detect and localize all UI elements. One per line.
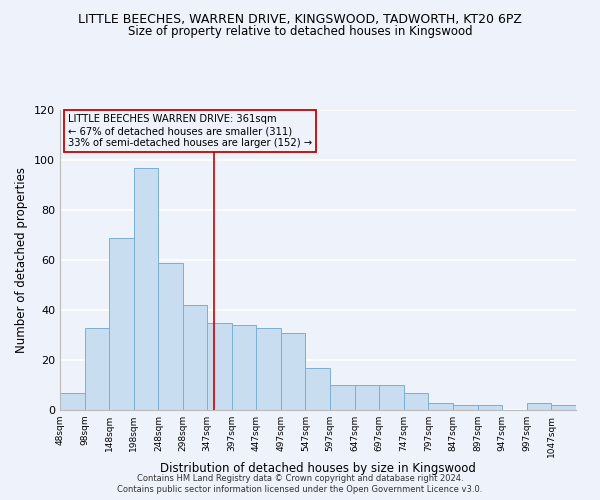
- Bar: [478, 405, 502, 410]
- Y-axis label: Number of detached properties: Number of detached properties: [16, 167, 28, 353]
- Bar: [355, 385, 379, 410]
- Bar: [305, 368, 330, 410]
- Text: LITTLE BEECHES WARREN DRIVE: 361sqm
← 67% of detached houses are smaller (311)
3: LITTLE BEECHES WARREN DRIVE: 361sqm ← 67…: [68, 114, 312, 148]
- Bar: [207, 322, 232, 410]
- Text: Size of property relative to detached houses in Kingswood: Size of property relative to detached ho…: [128, 25, 472, 38]
- Bar: [60, 392, 85, 410]
- Text: Contains HM Land Registry data © Crown copyright and database right 2024.
Contai: Contains HM Land Registry data © Crown c…: [118, 474, 482, 494]
- Text: LITTLE BEECHES, WARREN DRIVE, KINGSWOOD, TADWORTH, KT20 6PZ: LITTLE BEECHES, WARREN DRIVE, KINGSWOOD,…: [78, 12, 522, 26]
- Bar: [85, 328, 109, 410]
- Bar: [158, 262, 183, 410]
- Bar: [453, 405, 478, 410]
- X-axis label: Distribution of detached houses by size in Kingswood: Distribution of detached houses by size …: [160, 462, 476, 475]
- Bar: [232, 325, 256, 410]
- Bar: [428, 402, 453, 410]
- Bar: [551, 405, 576, 410]
- Bar: [379, 385, 404, 410]
- Bar: [527, 402, 551, 410]
- Bar: [109, 238, 134, 410]
- Bar: [281, 332, 305, 410]
- Bar: [256, 328, 281, 410]
- Bar: [183, 305, 207, 410]
- Bar: [134, 168, 158, 410]
- Bar: [404, 392, 428, 410]
- Bar: [330, 385, 355, 410]
